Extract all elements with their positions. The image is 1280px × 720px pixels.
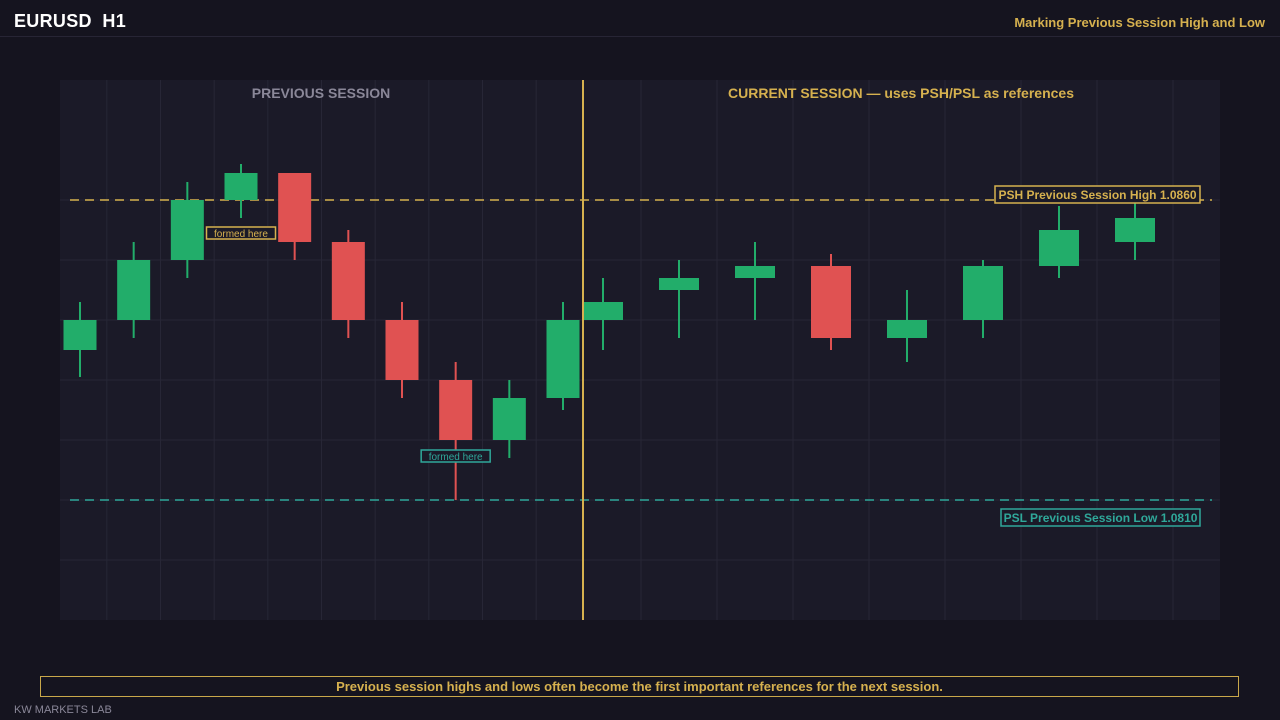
previous-candle: [439, 362, 473, 500]
candle-body: [735, 266, 775, 278]
current-candle: [887, 290, 927, 362]
plot-area: [60, 80, 1220, 620]
formed-here-annotation: formed here: [205, 226, 277, 240]
chart-header: EURUSD H1 Marking Previous Session High …: [0, 0, 1280, 37]
current-session-label: CURRENT SESSION — uses PSH/PSL as refere…: [728, 85, 1074, 101]
candle-body: [546, 320, 580, 398]
level-label-box: [1000, 508, 1201, 527]
level-label-box: [994, 185, 1201, 204]
candle-body: [63, 320, 97, 350]
previous-session-label: PREVIOUS SESSION: [252, 85, 390, 101]
candle-body: [224, 173, 258, 200]
chart-subtitle: Marking Previous Session High and Low: [1014, 15, 1265, 30]
psl-label: PSL Previous Session Low 1.0810: [1000, 508, 1201, 527]
timeframe-label: H1: [102, 11, 127, 31]
candle-body: [583, 302, 623, 320]
current-candle: [659, 260, 699, 338]
current-candle: [811, 254, 851, 350]
candle-body: [278, 173, 312, 242]
candle-body: [117, 260, 151, 320]
current-candle: [1039, 206, 1079, 278]
previous-candle: [331, 230, 365, 338]
annotation-box: [205, 226, 277, 240]
annotation-text: formed here: [214, 229, 268, 240]
candle-body: [439, 380, 473, 440]
level-label-text: PSL Previous Session Low 1.0810: [1004, 511, 1198, 525]
current-candle: [963, 260, 1003, 338]
symbol-name: EURUSD: [14, 11, 92, 31]
candle-body: [492, 398, 526, 440]
candle-body: [331, 242, 365, 320]
takeaway-note: Previous session highs and lows often be…: [40, 676, 1239, 697]
candle-body: [887, 320, 927, 338]
level-label-text: PSH Previous Session High 1.0860: [998, 188, 1196, 202]
brand-watermark: KW MARKETS LAB: [14, 704, 112, 716]
previous-candle: [170, 182, 204, 278]
annotation-box: [420, 449, 491, 463]
current-candle: [583, 278, 623, 350]
candle-body: [963, 266, 1003, 320]
candle-body: [170, 200, 204, 260]
candle-body: [1115, 218, 1155, 242]
candle-body: [1039, 230, 1079, 266]
previous-candle: [546, 302, 580, 410]
symbol-title: EURUSD H1: [14, 11, 126, 32]
candle-body: [811, 266, 851, 338]
candle-body: [385, 320, 419, 380]
previous-candle: [385, 302, 419, 398]
previous-candle: [278, 173, 312, 260]
previous-candle: [492, 380, 526, 458]
previous-candle: [63, 302, 97, 377]
previous-candle: [224, 164, 258, 218]
candle-body: [659, 278, 699, 290]
annotation-text: formed here: [429, 452, 483, 463]
current-candle: [735, 242, 775, 320]
formed-here-annotation: formed here: [420, 449, 491, 463]
psh-label: PSH Previous Session High 1.0860: [994, 185, 1201, 204]
previous-candle: [117, 242, 151, 338]
